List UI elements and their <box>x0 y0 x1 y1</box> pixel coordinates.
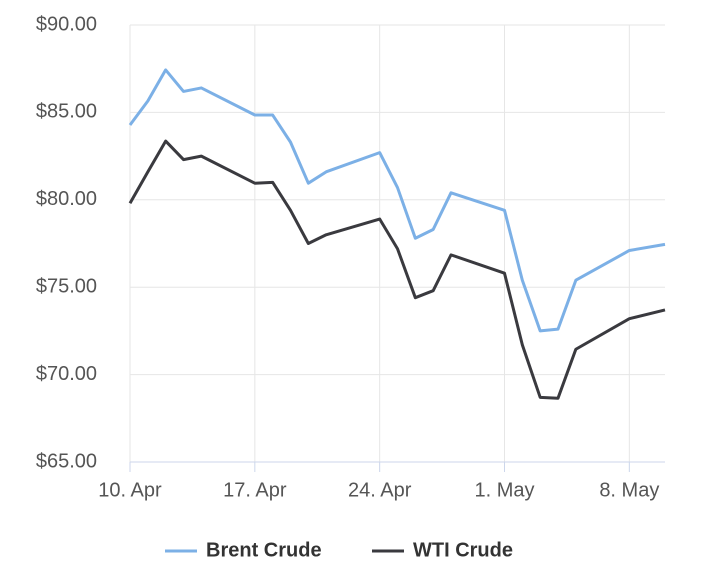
x-tick-label: 10. Apr <box>98 479 162 501</box>
y-tick-label: $70.00 <box>36 363 97 385</box>
legend-label: WTI Crude <box>413 539 513 561</box>
legend-label: Brent Crude <box>206 539 322 561</box>
y-tick-label: $75.00 <box>36 275 97 297</box>
x-tick-label: 8. May <box>599 479 659 501</box>
series-line <box>128 139 666 400</box>
series-line <box>128 68 666 333</box>
x-tick-label: 17. Apr <box>223 479 287 501</box>
legend: Brent Crude WTI Crude <box>165 539 513 561</box>
y-tick-label: $65.00 <box>36 450 97 472</box>
legend-item: WTI Crude <box>372 539 513 561</box>
x-tick-label: 24. Apr <box>348 479 412 501</box>
legend-item: Brent Crude <box>165 539 322 561</box>
y-tick-label: $85.00 <box>36 101 97 123</box>
y-tick-label: $80.00 <box>36 188 97 210</box>
y-tick-label: $90.00 <box>36 13 97 35</box>
x-tick-label: 1. May <box>474 479 534 501</box>
